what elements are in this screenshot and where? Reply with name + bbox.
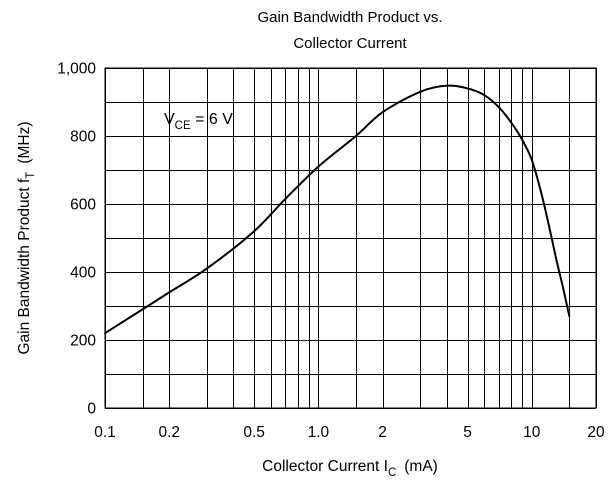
y-tick-label: 800 [70,129,96,146]
y-tick-label: 1,000 [57,61,96,78]
y-axis-label-unit: (MHz) [16,122,33,164]
y-tick-label: 0 [87,401,96,418]
y-axis-label-main: Gain Bandwidth Product f [16,178,33,354]
annotation-subscript: CE [175,120,191,132]
x-axis-label-main: Collector Current I [262,458,388,475]
x-axis-label-subscript: C [388,467,396,479]
x-tick-label: 0.1 [94,424,116,441]
y-tick-label: 200 [70,333,96,350]
x-tick-label: 0.2 [158,424,180,441]
plot-frame [104,67,597,409]
chart-title-line-2: Collector Current [293,35,407,52]
y-tick-label: 600 [70,197,96,214]
y-axis-label: Gain Bandwidth Product fT (MHz) [16,122,37,355]
x-tick-label: 5 [463,424,472,441]
annotation-vce: VCE = 6 V [164,111,233,132]
x-axis-label-unit: (mA) [404,458,438,475]
x-tick-label: 10 [523,424,541,441]
x-axis-label: Collector Current IC (mA) [262,458,438,479]
annotation-v: V [164,111,175,128]
y-tick-label: 400 [70,265,96,282]
x-tick-label: 2 [378,424,387,441]
annotation-value: = 6 V [191,111,234,128]
x-tick-label: 0.5 [243,424,265,441]
x-tick-label: 20 [587,424,605,441]
chart-title-line-1: Gain Bandwidth Product vs. [257,9,442,26]
y-axis-label-subscript: T [25,172,37,179]
series-line [104,84,571,335]
x-tick-label: 1.0 [308,424,330,441]
